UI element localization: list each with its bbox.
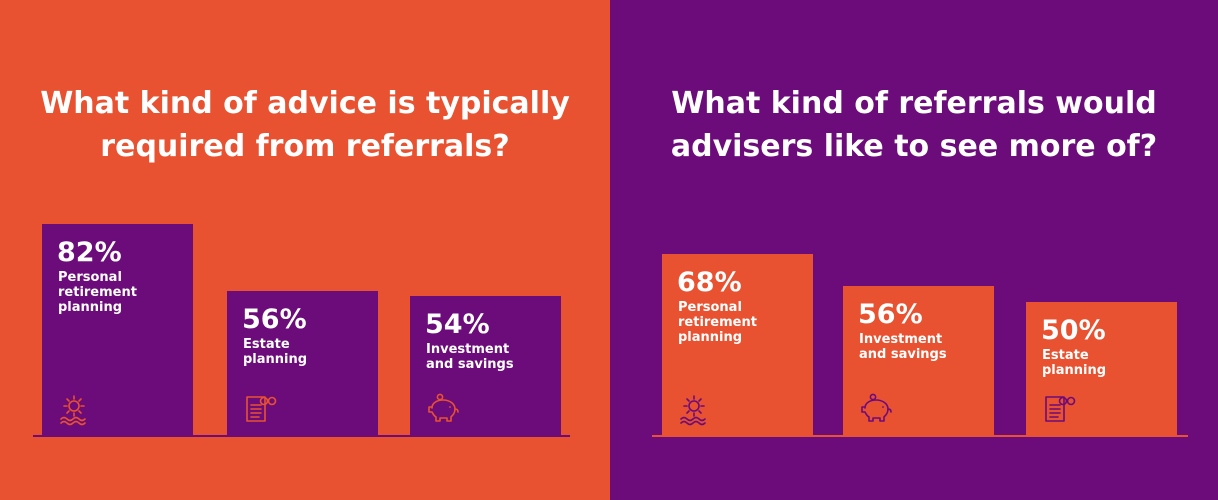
piggy-bank-icon (424, 392, 460, 428)
sun-over-water-icon (676, 392, 712, 428)
document-glasses-icon (241, 392, 277, 428)
bar: 56% Investment and savings (843, 286, 994, 436)
bar: 50% Estate planning (1026, 302, 1177, 436)
value-label: 68% (677, 267, 742, 298)
bar: 56% Estate planning (227, 291, 378, 436)
referrals-panel: What kind of referrals would advisers li… (610, 0, 1218, 500)
value-label: 56% (858, 299, 923, 330)
baseline (33, 435, 570, 437)
category-label: Estate planning (1042, 348, 1107, 378)
piggy-bank-icon (857, 392, 893, 428)
category-label: Personal retirement planning (678, 300, 757, 345)
category-label: Personal retirement planning (58, 270, 137, 315)
category-label: Investment and savings (859, 332, 947, 362)
advice-panel: What kind of advice is typically require… (0, 0, 610, 500)
sun-over-water-icon (56, 392, 92, 428)
bar: 68% Personal retirement planning (662, 254, 813, 436)
value-label: 56% (242, 304, 307, 335)
category-label: Estate planning (243, 337, 308, 367)
category-label: Investment and savings (426, 342, 514, 372)
document-glasses-icon (1040, 392, 1076, 428)
bar: 82% Personal retirement planning (42, 224, 193, 436)
value-label: 54% (425, 309, 490, 340)
baseline (652, 435, 1188, 437)
chart-title: What kind of advice is typically require… (40, 86, 570, 164)
chart-title: What kind of referrals would advisers li… (670, 86, 1158, 164)
value-label: 82% (57, 237, 122, 268)
value-label: 50% (1041, 315, 1106, 346)
bar: 54% Investment and savings (410, 296, 561, 436)
